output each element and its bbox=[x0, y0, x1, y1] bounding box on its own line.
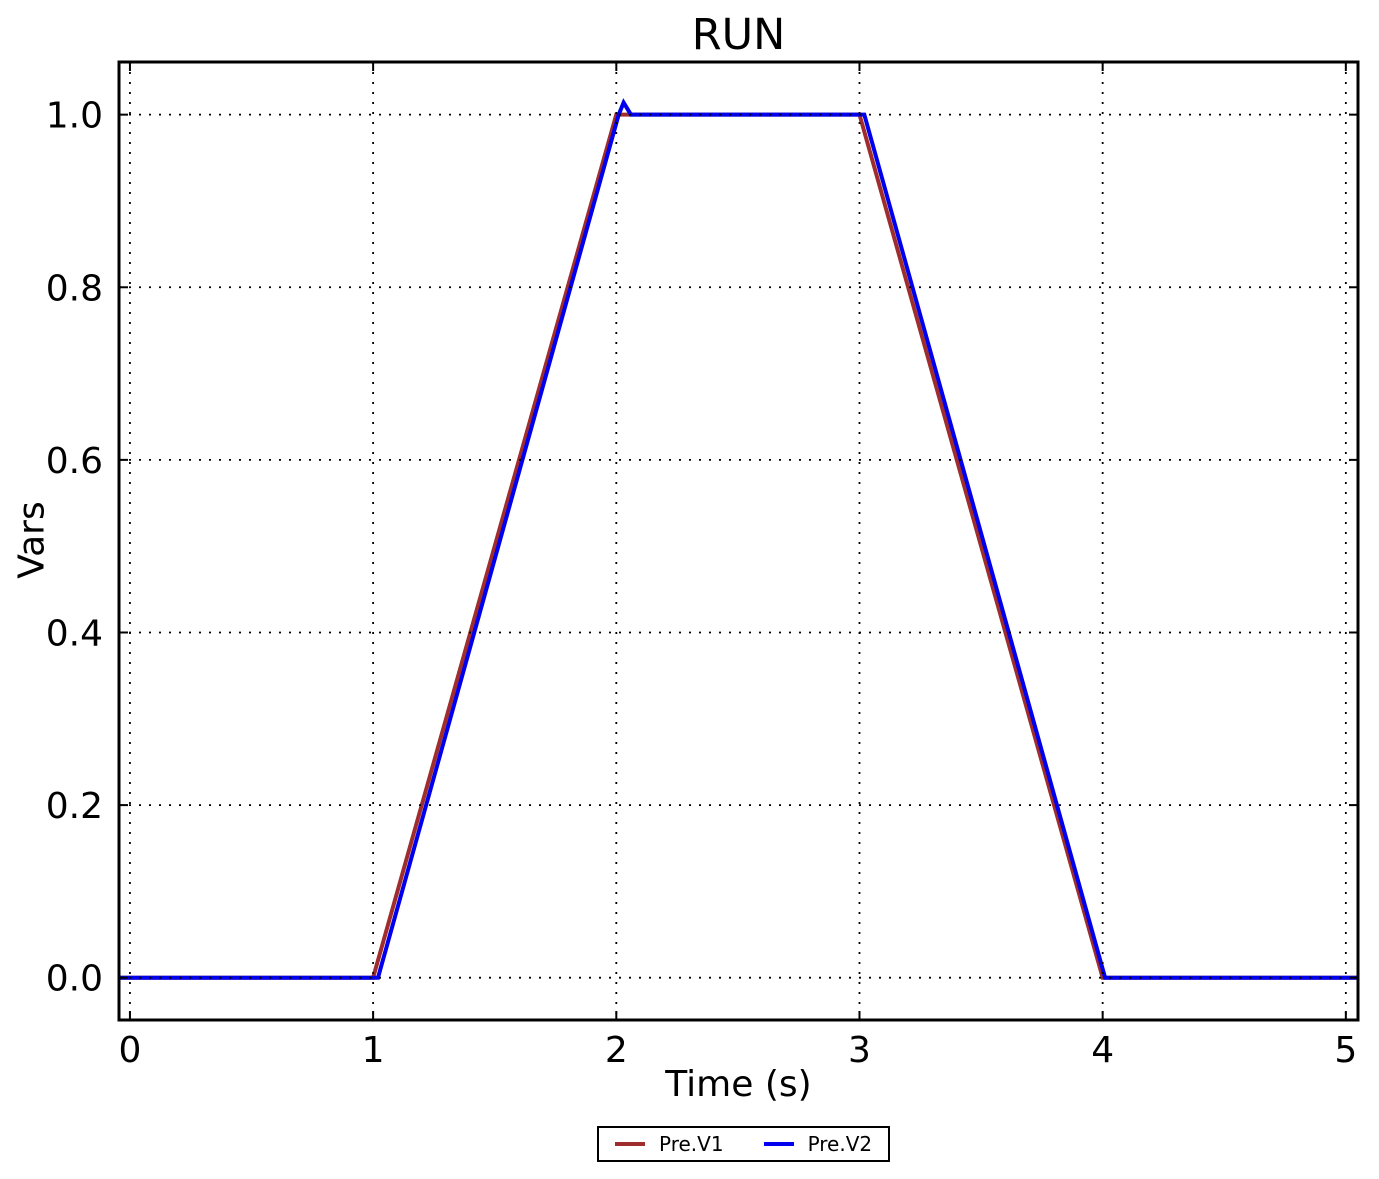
legend-entry-pre-v2: Pre.V2 bbox=[763, 1132, 873, 1156]
series-line-pre-v1 bbox=[119, 112, 1358, 980]
legend-label: Pre.V1 bbox=[659, 1132, 724, 1156]
x-tick-label: 1 bbox=[362, 1030, 385, 1071]
legend-line-sample-icon bbox=[763, 1142, 794, 1146]
x-tick-label: 3 bbox=[848, 1030, 871, 1071]
y-tick-label: 0.6 bbox=[46, 441, 103, 482]
legend-line-sample-icon bbox=[615, 1142, 645, 1146]
chart-title: RUN bbox=[691, 10, 786, 60]
y-tick-label: 0.4 bbox=[46, 613, 103, 654]
x-tick-label: 4 bbox=[1091, 1030, 1114, 1071]
y-tick-label: 0.0 bbox=[46, 959, 103, 1000]
x-axis-label: Time (s) bbox=[665, 1064, 812, 1105]
y-tick-label: 0.2 bbox=[46, 786, 103, 827]
series-line-pre-v2 bbox=[119, 98, 1358, 980]
x-tick-label: 2 bbox=[605, 1030, 628, 1071]
legend-box: Pre.V1 Pre.V2 bbox=[597, 1126, 891, 1162]
legend-entry-pre-v1: Pre.V1 bbox=[615, 1132, 724, 1156]
y-axis-label: Vars bbox=[11, 501, 53, 579]
x-tick-label: 0 bbox=[118, 1030, 141, 1071]
x-tick-label: 5 bbox=[1334, 1030, 1357, 1071]
y-tick-label: 1.0 bbox=[46, 96, 103, 137]
plot-frame bbox=[117, 60, 1360, 1022]
y-tick-label: 0.8 bbox=[46, 268, 103, 309]
legend-label: Pre.V2 bbox=[807, 1132, 873, 1156]
